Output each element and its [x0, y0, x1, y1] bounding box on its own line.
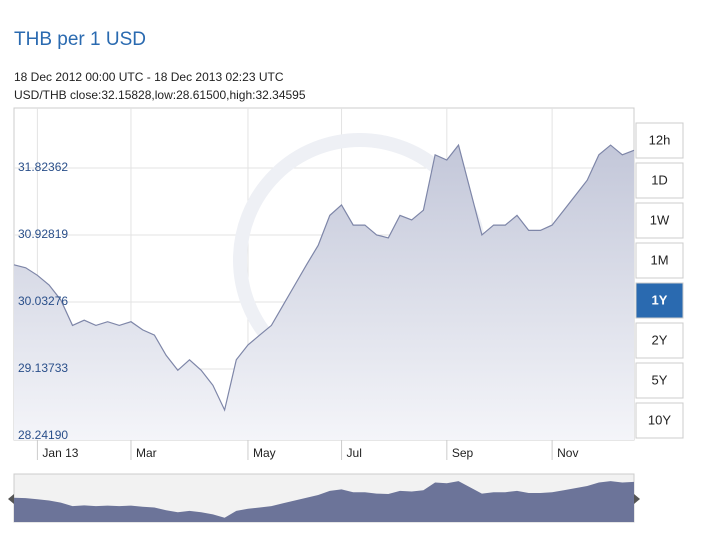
y-tick-label: 29.13733 — [18, 361, 68, 375]
range-buttons: 12h 1D 1W 1M 1Y 2Y 5Y 10Y — [635, 122, 684, 439]
range-button-label[interactable]: 2Y — [652, 332, 668, 347]
range-button-label[interactable]: 12h — [649, 132, 671, 147]
range-button[interactable] — [635, 162, 684, 199]
y-tick-label: 30.92819 — [18, 227, 68, 241]
range-button[interactable] — [635, 322, 684, 359]
range-button-label[interactable]: 1Y — [652, 292, 668, 307]
y-tick-label: 28.24190 — [18, 428, 68, 442]
nav-handle-left[interactable] — [8, 494, 14, 504]
range-button-label[interactable]: 1D — [651, 172, 668, 187]
line — [13, 143, 635, 412]
range-button[interactable] — [635, 242, 684, 279]
navigator-area — [14, 481, 634, 522]
x-tick-label: Sep — [452, 446, 474, 460]
y-tick-label: 30.03276 — [18, 294, 68, 308]
x-tick-label: Nov — [557, 446, 578, 460]
range-button-label[interactable]: 1W — [650, 212, 670, 227]
nav-handle-right[interactable] — [634, 494, 640, 504]
range-button-label[interactable]: 5Y — [652, 372, 668, 387]
y-tick-label: 31.82362 — [18, 160, 68, 174]
summary: USD/THB close:32.15828,low:28.61500,high… — [14, 88, 306, 102]
range-button[interactable] — [635, 122, 684, 159]
chart-title: THB per 1 USD — [14, 29, 146, 50]
x-tick-label: Jul — [347, 446, 362, 460]
range-button-label[interactable]: 10Y — [648, 412, 671, 427]
range-button-label[interactable]: 1M — [650, 252, 668, 267]
range-button[interactable] — [635, 402, 684, 439]
navigator-series — [14, 481, 634, 522]
range-button[interactable] — [635, 282, 684, 319]
range-button[interactable] — [635, 202, 684, 239]
subtitle: 18 Dec 2012 00:00 UTC - 18 Dec 2013 02:2… — [14, 70, 284, 84]
x-tick-label: Mar — [136, 446, 157, 460]
x-tick-label: Jan 13 — [42, 446, 78, 460]
area — [14, 145, 634, 440]
x-tick-label: May — [253, 446, 276, 460]
plot: Jan 13 Mar May Jul Sep Nov 28.24190 29.13733 30.… — [13, 108, 635, 460]
range-button[interactable] — [635, 362, 684, 399]
